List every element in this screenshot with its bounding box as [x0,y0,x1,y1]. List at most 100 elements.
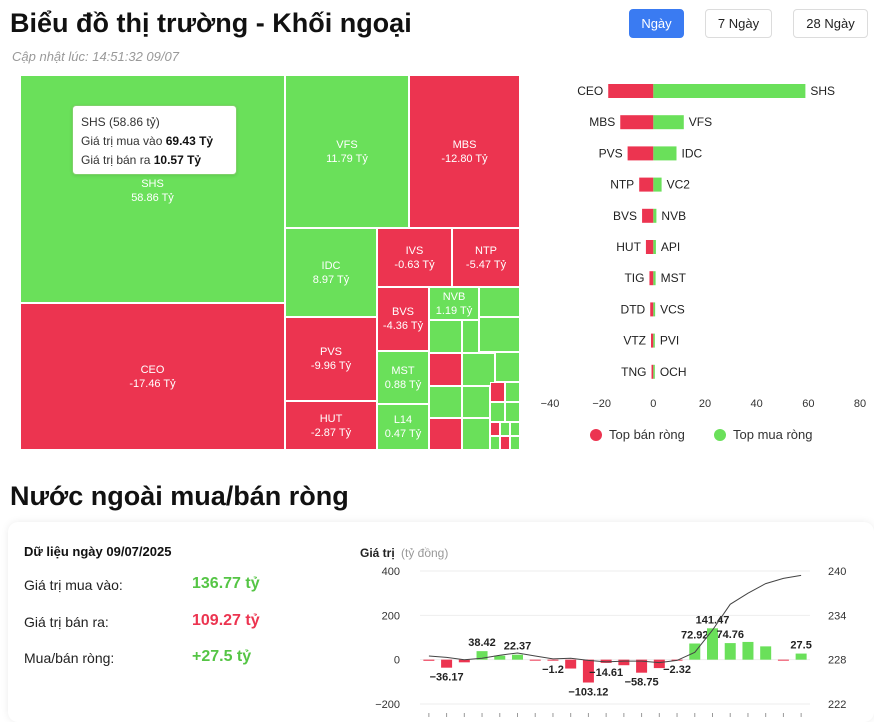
tile-small[interactable] [462,320,479,353]
tile-idc[interactable]: IDC 8.97 Tỷ [285,228,377,317]
legend-sell[interactable]: Top bán ròng [590,427,685,442]
tile-value: -4.36 Tỷ [382,320,424,332]
buy-bar [653,271,656,286]
tile-vfs[interactable]: VFS 11.79 Tỷ [285,75,409,228]
net-bar [653,659,665,669]
y2-tick-label: 228 [828,655,846,667]
range-button-7-days[interactable]: 7 Ngày [705,9,772,38]
x-tick-label: 0 [650,398,656,410]
tile-label: NTP [475,244,497,257]
tile-small[interactable] [510,436,520,450]
data-label: −2.32 [663,664,691,676]
tile-label: HUT [319,412,343,425]
tile-mst[interactable]: MST 0.88 Tỷ [377,351,429,404]
buy-ticker-label: MST [661,271,687,285]
net-label: Mua/bán ròng: [24,650,115,666]
tooltip-sell-value: 10.57 Tỷ [153,153,202,167]
top-net-bar-chart: CEO SHS MBS VFS PVS IDC NTP VC2 BVS NVB HUT API TIG M… [541,84,866,410]
sell-label: Giá trị bán ra: [24,614,109,630]
tile-ntp[interactable]: NTP -5.47 Tỷ [452,228,520,287]
net-bar [777,659,789,661]
tile-value: -9.96 Tỷ [310,360,352,372]
tooltip-buy-label: Giá trị mua vào [81,134,163,148]
tile-small[interactable] [429,386,462,418]
tile-value: 8.97 Tỷ [312,273,350,286]
sell-bar [639,177,654,192]
y2-tick-label: 222 [828,699,846,711]
tile-small[interactable] [479,287,520,317]
tile-small[interactable] [490,382,505,402]
tile-small[interactable] [490,436,500,450]
tile-label: NVB [442,290,466,303]
buy-ticker-label: API [661,240,680,254]
tile-label: BVS [391,306,414,318]
sell-bar [620,115,654,130]
tile-small[interactable] [479,317,520,352]
data-label: 22.37 [504,641,532,653]
tile-small[interactable] [500,422,510,436]
tile-small[interactable] [429,320,462,353]
net-bar [441,659,453,668]
tile-ceo[interactable]: CEO -17.46 Tỷ [20,303,285,450]
x-tick-label: 60 [802,398,814,410]
y-tick-label: 400 [382,566,400,578]
tile-small[interactable] [505,402,520,422]
tile-small[interactable] [429,353,462,386]
tile-bvs[interactable]: BVS -4.36 Tỷ [377,287,429,351]
tile-nvb[interactable]: NVB 1.19 Tỷ [429,287,479,320]
tile-small[interactable] [429,418,462,450]
tile-small[interactable] [462,418,490,450]
page-title: Biểu đồ thị trường - Khối ngoại [10,8,412,38]
net-bar [618,659,630,666]
tile-small[interactable] [510,422,520,436]
tile-hut[interactable]: HUT -2.87 Tỷ [285,401,377,450]
net-bar [636,659,648,673]
tile-label: VFS [336,138,358,151]
tile-pvs[interactable]: PVS -9.96 Tỷ [285,317,377,401]
net-bar [707,628,718,660]
data-label: 38.42 [468,637,496,649]
tile-small[interactable] [462,386,490,418]
treemap: SHS 58.86 Tỷ CEO -17.46 Tỷ VFS 11.79 Tỷ … [20,75,520,450]
data-label: 27.5 [790,640,811,652]
sell-ticker-label: TNG [621,365,646,379]
buy-bar [653,84,806,98]
net-bar [423,659,435,661]
sell-value: 109.27 tỷ [192,612,260,629]
tile-ivs[interactable]: IVS -0.63 Tỷ [377,228,452,287]
tile-label: IVS [405,244,424,257]
data-label: −36.17 [430,672,464,684]
data-date: Dữ liệu ngày 09/07/2025 [24,544,172,559]
data-label: −103.12 [568,687,608,699]
tile-mbs[interactable]: MBS -12.80 Tỷ [409,75,520,228]
range-button-28-days[interactable]: 28 Ngày [793,9,868,38]
buy-bar [653,364,655,379]
net-bar [476,651,488,660]
tile-label: CEO [140,363,165,376]
net-bar [795,653,807,660]
y2-tick-label: 240 [828,566,846,578]
tile-small[interactable] [490,422,500,436]
y-tick-label: 0 [394,655,400,667]
legend-buy[interactable]: Top mua ròng [714,427,813,442]
tile-small[interactable] [500,436,510,450]
sell-bar [608,84,654,98]
sell-ticker-label: MBS [589,115,615,129]
tooltip-title: SHS (58.86 tỷ) [81,115,160,129]
x-tick-label: −40 [541,398,560,410]
buy-ticker-label: IDC [682,146,703,160]
y-tick-label: −200 [375,699,400,711]
tile-small[interactable] [495,352,520,382]
tile-value: 0.47 Tỷ [384,428,422,440]
y-axis-unit: (tỷ đồng) [401,546,448,560]
tile-small[interactable] [490,402,505,422]
tile-small[interactable] [462,353,495,386]
range-button-day[interactable]: Ngày [629,9,684,38]
tooltip-sell-label: Giá trị bán ra [81,153,151,167]
data-label: −14.61 [589,667,623,679]
buy-ticker-label: VCS [660,302,685,316]
sell-bar [650,302,654,317]
tile-l14[interactable]: L14 0.47 Tỷ [377,404,429,450]
tile-small[interactable] [505,382,520,402]
sell-bar [645,240,654,254]
